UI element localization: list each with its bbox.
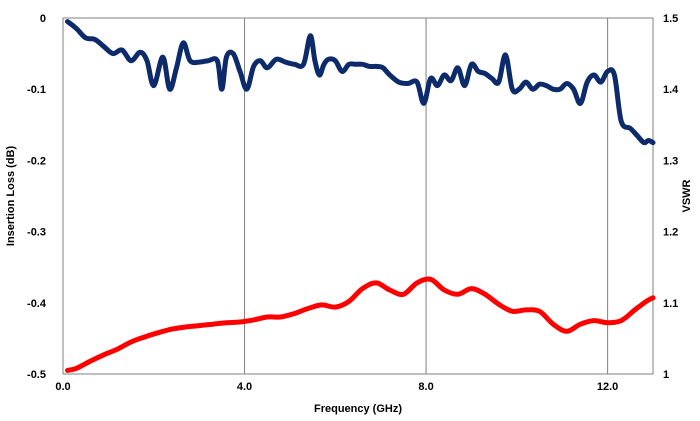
series-line-vswr (65, 276, 656, 373)
y-tick-label: -0.2 (27, 155, 46, 167)
y2-axis-title: VSWR (681, 179, 693, 212)
x-tick-label: 0.0 (55, 381, 70, 393)
y-axis-title: Insertion Loss (dB) (5, 146, 17, 247)
x-axis-title: Frequency (GHz) (314, 403, 402, 415)
series-line-insertion-loss (65, 19, 656, 146)
y2-tick-label: 1.2 (663, 227, 678, 239)
x-tick-label: 4.0 (237, 381, 252, 393)
y2-tick-label: 1.4 (663, 84, 679, 96)
x-tick-label: 8.0 (418, 381, 433, 393)
y2-tick-label: 1.3 (663, 155, 678, 167)
y2-tick-label: 1.5 (663, 13, 678, 25)
plot-area-frame (62, 17, 654, 375)
y-tick-label: -0.5 (27, 369, 46, 381)
y2-tick-label: 1 (663, 369, 669, 381)
y-tick-label: -0.3 (27, 227, 46, 239)
y-tick-label: 0 (40, 13, 46, 25)
y2-tick-label: 1.1 (663, 298, 678, 310)
x-tick-label: 12.0 (597, 381, 618, 393)
y-tick-label: -0.4 (27, 298, 47, 310)
grid (244, 18, 609, 374)
series (65, 19, 656, 373)
tick-labels: 0.0 4.0 8.0 12.0 0 -0.1 -0.2 -0.3 -0.4 -0.5 1.5 1.4… (27, 13, 679, 393)
y-tick-label: -0.1 (27, 84, 46, 96)
